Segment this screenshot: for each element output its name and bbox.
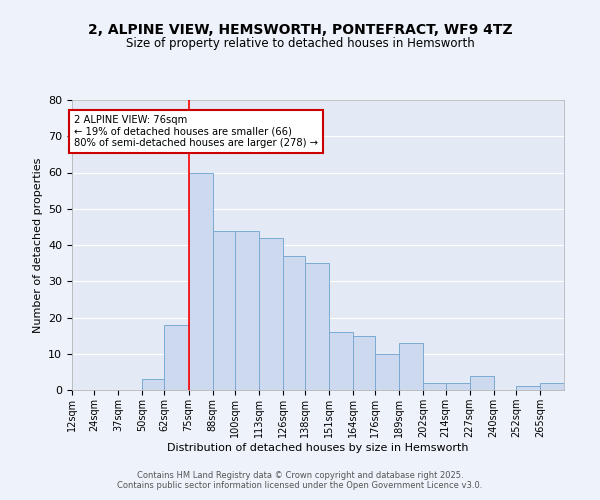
Bar [540,383,564,390]
Text: Contains HM Land Registry data © Crown copyright and database right 2025.: Contains HM Land Registry data © Crown c… [137,470,463,480]
Bar [446,383,470,390]
Bar [470,376,494,390]
Bar [376,354,400,390]
Bar [142,379,164,390]
Bar [283,256,305,390]
Bar [516,386,540,390]
Bar [424,383,446,390]
X-axis label: Distribution of detached houses by size in Hemsworth: Distribution of detached houses by size … [167,442,469,452]
Bar [259,238,283,390]
Text: Size of property relative to detached houses in Hemsworth: Size of property relative to detached ho… [125,38,475,51]
Bar [353,336,376,390]
Bar [329,332,353,390]
Bar [400,343,424,390]
Bar [164,325,188,390]
Y-axis label: Number of detached properties: Number of detached properties [32,158,43,332]
Bar [305,263,329,390]
Text: Contains public sector information licensed under the Open Government Licence v3: Contains public sector information licen… [118,480,482,490]
Bar [235,230,259,390]
Bar [212,230,235,390]
Text: 2, ALPINE VIEW, HEMSWORTH, PONTEFRACT, WF9 4TZ: 2, ALPINE VIEW, HEMSWORTH, PONTEFRACT, W… [88,22,512,36]
Text: 2 ALPINE VIEW: 76sqm
← 19% of detached houses are smaller (66)
80% of semi-detac: 2 ALPINE VIEW: 76sqm ← 19% of detached h… [74,114,318,148]
Bar [188,172,212,390]
